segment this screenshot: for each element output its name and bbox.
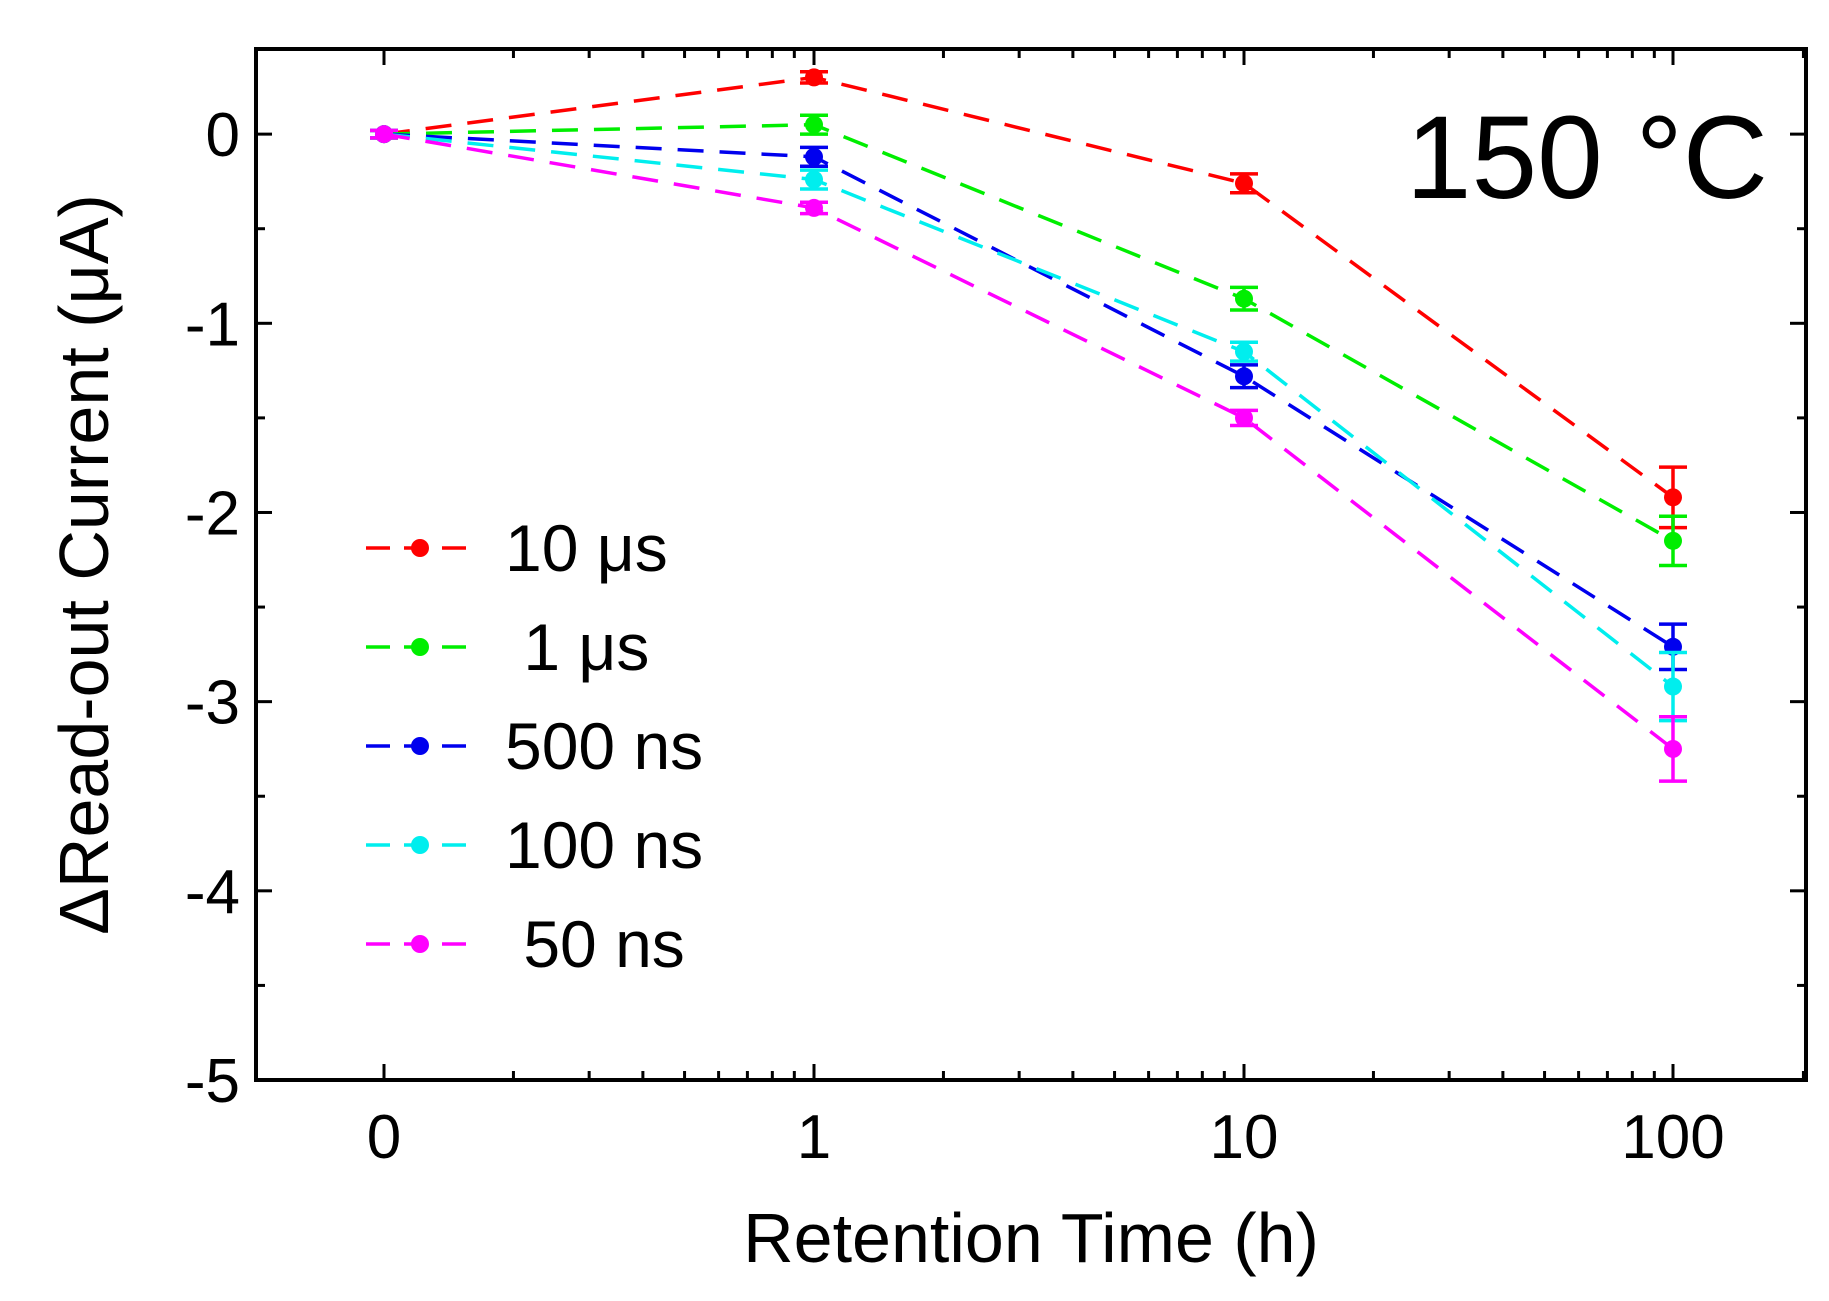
series-line bbox=[383, 132, 1674, 649]
data-point bbox=[1235, 174, 1253, 193]
legend-swatch-marker bbox=[411, 638, 429, 656]
y-tick-label: -2 bbox=[185, 479, 240, 548]
data-point bbox=[1664, 488, 1682, 507]
data-point bbox=[1235, 289, 1253, 308]
legend-label: 100 ns bbox=[505, 808, 703, 882]
x-tick-label: 1 bbox=[797, 1103, 831, 1172]
legend-item: 10 μs bbox=[366, 511, 668, 585]
tick-labels: 0 -1 -2 -3 -4 -5 0 1 10 100 bbox=[185, 101, 1725, 1172]
series-line bbox=[383, 75, 1675, 499]
plot-frame bbox=[254, 47, 1808, 1082]
legend-swatch-marker bbox=[411, 935, 429, 953]
y-tick-label: -3 bbox=[185, 669, 240, 738]
series-layer bbox=[370, 68, 1687, 783]
x-axis-title: Retention Time (h) bbox=[743, 1199, 1319, 1277]
data-point bbox=[1664, 677, 1682, 696]
legend-swatch-marker bbox=[411, 836, 429, 854]
y-tick-label: -5 bbox=[185, 1047, 240, 1116]
data-point bbox=[1664, 739, 1682, 758]
legend-label: 50 ns bbox=[505, 907, 685, 981]
x-tick-label: 0 bbox=[367, 1103, 401, 1172]
legend-item: 100 ns bbox=[366, 808, 703, 882]
data-point bbox=[805, 147, 823, 166]
y-tick-label: -1 bbox=[185, 290, 240, 359]
series-group bbox=[370, 125, 1687, 783]
series-line bbox=[383, 132, 1675, 751]
legend-swatch-marker bbox=[411, 539, 429, 557]
data-point bbox=[805, 68, 823, 87]
legend-item: 500 ns bbox=[366, 709, 703, 783]
series-line bbox=[383, 132, 1675, 688]
data-point bbox=[1235, 408, 1253, 427]
y-tick-label: 0 bbox=[206, 101, 240, 170]
legend-label: 500 ns bbox=[505, 709, 703, 783]
data-point bbox=[805, 198, 823, 217]
legend-item: 50 ns bbox=[366, 907, 685, 981]
temperature-annotation: 150 °C bbox=[1406, 92, 1768, 224]
legend-item: 1 μs bbox=[366, 610, 649, 684]
legend-label: 10 μs bbox=[505, 511, 668, 585]
legend-label: 1 μs bbox=[505, 610, 649, 684]
legend: 10 μs 1 μs 500 ns 100 ns 50 ns bbox=[366, 511, 703, 981]
data-point bbox=[805, 115, 823, 134]
x-tick-label: 10 bbox=[1210, 1103, 1279, 1172]
y-axis-title: ΔRead-out Current (μA) bbox=[45, 194, 123, 935]
data-point bbox=[805, 170, 823, 189]
data-point bbox=[1235, 342, 1253, 361]
data-point bbox=[1664, 531, 1682, 550]
legend-swatch-marker bbox=[411, 737, 429, 755]
x-tick-label: 100 bbox=[1621, 1103, 1724, 1172]
series-line bbox=[383, 122, 1674, 543]
y-tick-label: -4 bbox=[185, 858, 240, 927]
data-point bbox=[1235, 367, 1253, 386]
data-point bbox=[375, 125, 393, 144]
